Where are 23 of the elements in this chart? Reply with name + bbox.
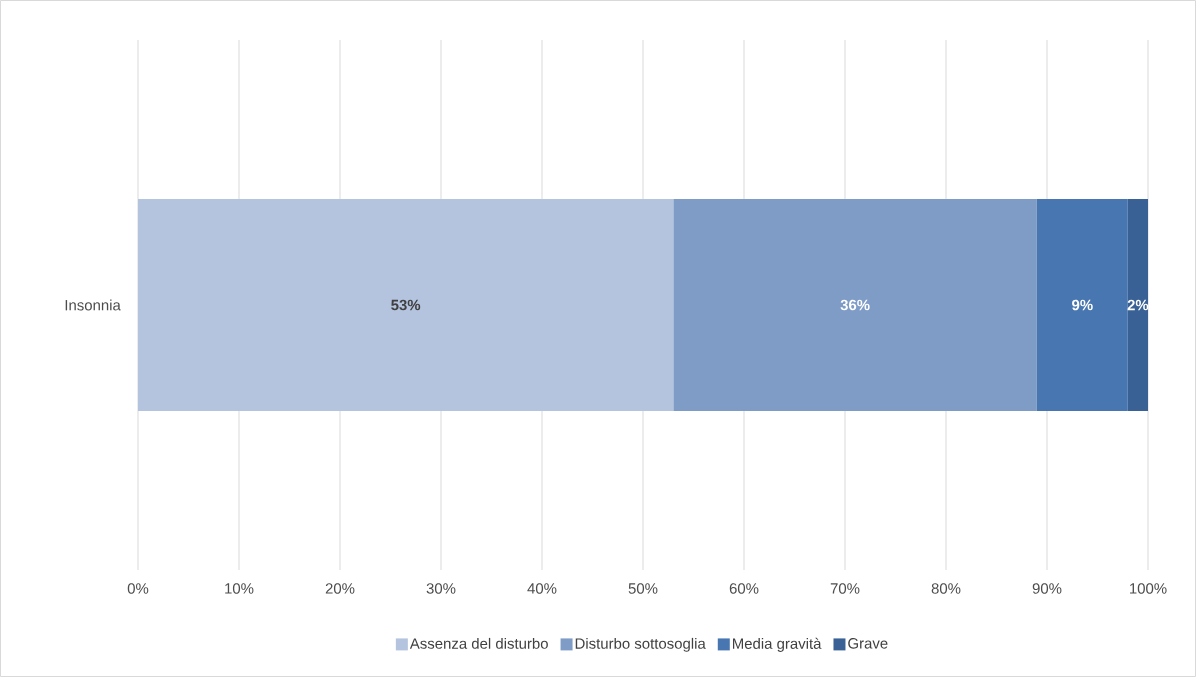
legend-label: Disturbo sottosoglia [575,637,706,652]
legend-label: Media gravità [732,637,822,652]
x-tick-label: 80% [931,583,961,594]
data-label: 36% [840,299,870,311]
x-tick-label: 10% [225,583,254,594]
x-tick-label: 30% [426,583,456,594]
legend-label: Grave [848,638,888,649]
data-label: 9% [1072,299,1093,311]
data-label: 53% [391,299,421,311]
x-tick-label: 90% [1032,583,1062,594]
x-tick-label: 50% [628,583,658,594]
x-tick-label: 40% [527,583,557,594]
x-tick-label: 0% [127,583,149,594]
x-tick-label: 60% [729,583,759,594]
bar [673,199,1037,411]
x-tick-label: 20% [325,583,355,594]
y-tick-label: Insonnia [65,299,121,311]
x-tick-label: 70% [830,583,860,594]
bar [138,199,674,411]
bar [1036,199,1128,411]
x-tick-label: 100% [1130,583,1167,594]
bar [1127,199,1148,411]
legend-label: Assenza del disturbo [409,637,548,649]
